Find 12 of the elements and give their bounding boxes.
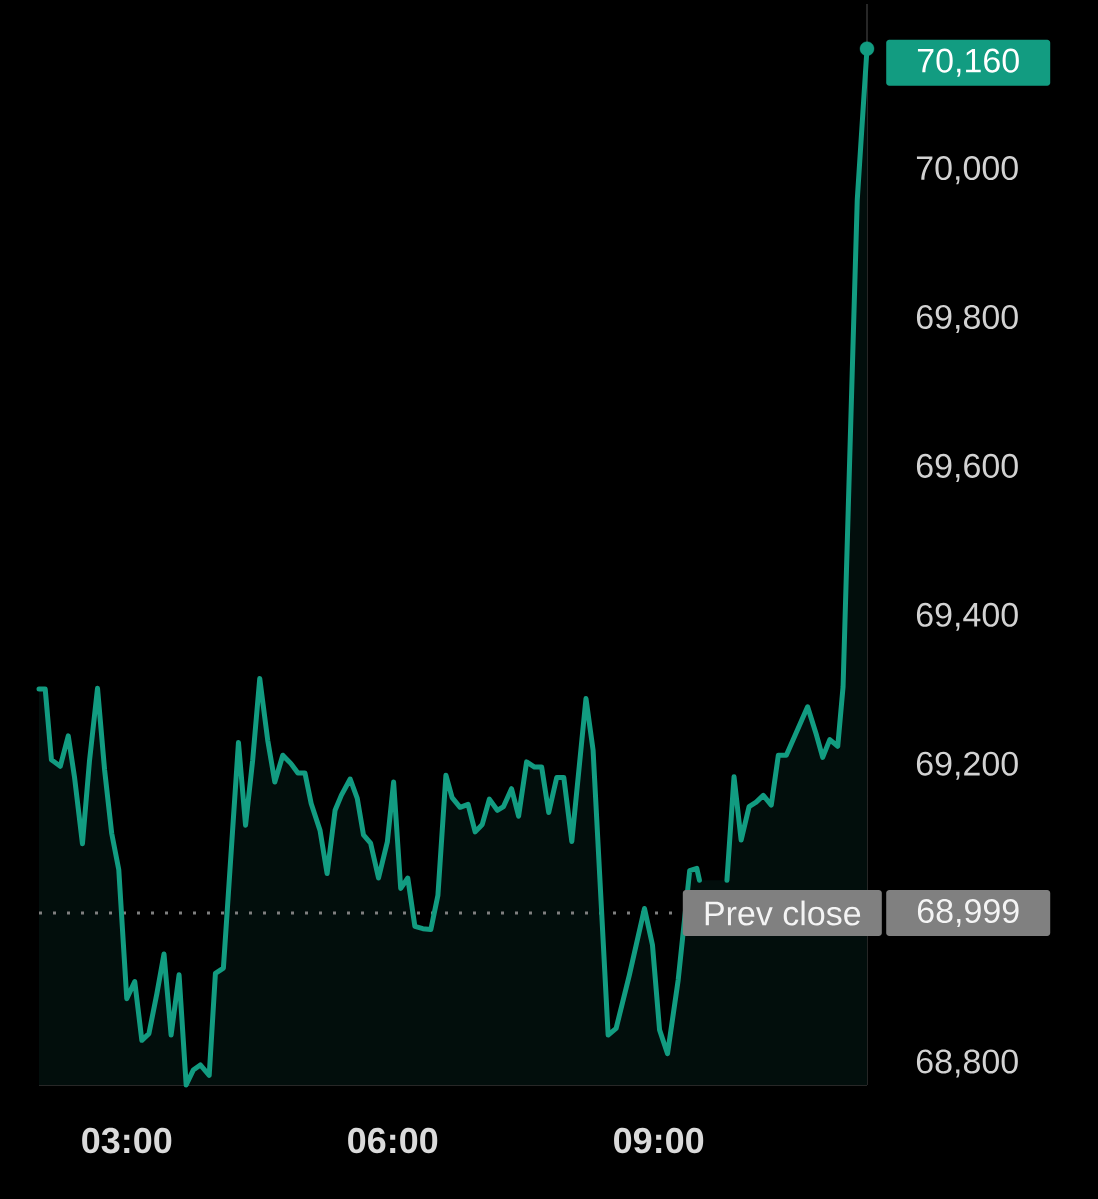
x-tick-label: 03:00 [82,1127,172,1154]
y-tick-label: 69,600 [916,453,1018,482]
x-tick-label: 06:00 [348,1127,438,1154]
y-tick-label: 68,800 [916,1049,1018,1078]
text: 68,999 [917,898,1019,928]
x-tick-label: 09:00 [614,1127,704,1154]
data-label: 70,160 [917,48,1019,77]
ref-line-label: Prev close [705,900,861,926]
y-tick-label: 69,800 [916,304,1018,334]
y-tick-label: 69,200 [916,751,1018,780]
y-tick-label: 69,400 [916,602,1018,631]
y-tick-label: 70,000 [916,156,1018,185]
